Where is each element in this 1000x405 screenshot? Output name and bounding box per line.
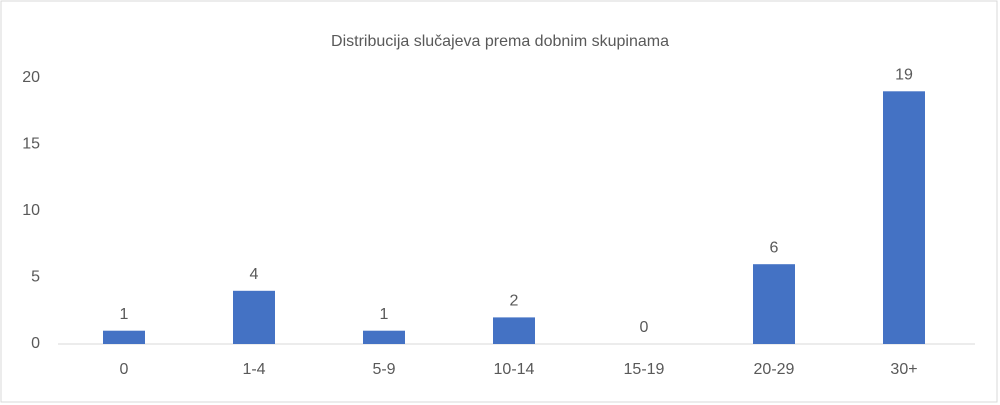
bar [233,290,275,344]
x-tick-label: 10-14 [494,361,535,378]
bar [363,330,405,344]
bar [883,91,925,344]
x-tick-label: 1-4 [242,361,265,378]
data-label: 6 [770,239,779,256]
data-label: 19 [895,67,913,84]
data-label: 4 [250,266,259,283]
y-tick-label: 0 [31,335,40,352]
x-tick-label: 30+ [890,361,917,378]
y-tick-label: 20 [22,69,40,86]
data-label: 1 [120,306,129,323]
bar [753,264,795,344]
y-tick-label: 15 [22,136,40,153]
data-label: 0 [640,319,649,336]
chart-title: Distribucija slučajeva prema dobnim skup… [331,33,669,50]
data-label: 2 [510,293,519,310]
x-tick-label: 20-29 [754,361,795,378]
data-label: 1 [380,306,389,323]
y-tick-label: 5 [31,269,40,286]
x-tick-label: 0 [120,361,129,378]
bar [493,317,535,344]
bar [103,330,145,344]
x-tick-label: 5-9 [372,361,395,378]
y-tick-label: 10 [22,202,40,219]
x-tick-label: 15-19 [624,361,665,378]
